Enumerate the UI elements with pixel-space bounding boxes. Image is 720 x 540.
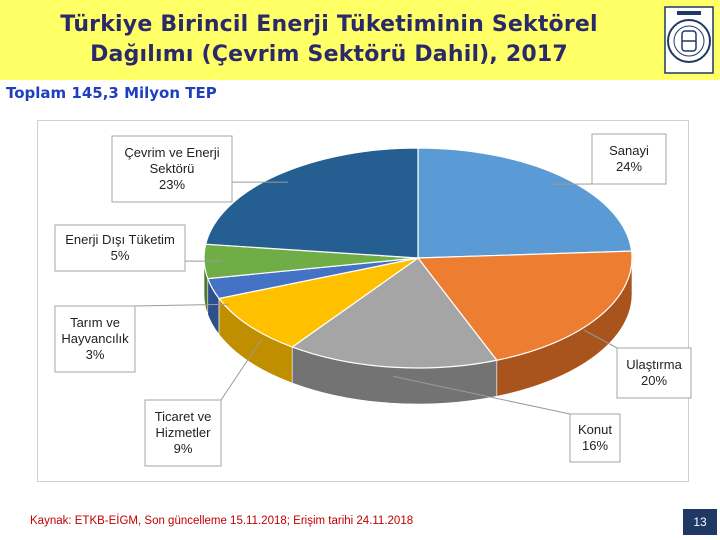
data-label-name-5: Enerji Dışı Tüketim (65, 232, 175, 247)
data-label-name-4: Tarım ve (70, 315, 120, 330)
leader-line-4 (134, 303, 229, 307)
pie-slice-3 (217, 257, 419, 348)
leader-lines (134, 181, 618, 415)
data-label-value-6: 23% (159, 177, 185, 192)
callout-box-3 (144, 399, 222, 467)
logo (658, 0, 720, 80)
page-title-line-2: Dağılımı (Çevrim Sektörü Dahil), 2017 (90, 42, 568, 67)
data-label-name-1: Ulaştırma (626, 357, 682, 372)
data-label-name-3: Hizmetler (156, 425, 212, 440)
data-label-name-6: Sektörü (150, 161, 195, 176)
data-label-name-4: Hayvancılık (61, 331, 129, 346)
leader-line-3 (220, 337, 263, 401)
callout-box-4 (54, 305, 136, 373)
leader-line-1 (583, 329, 618, 349)
data-label-value-3: 9% (174, 441, 193, 456)
page-number: 13 (683, 509, 717, 535)
leader-line-2 (393, 375, 571, 415)
pie-slice-1 (416, 250, 633, 361)
callout-box-2 (569, 413, 621, 463)
pie-slice-2 (290, 257, 498, 369)
title-bar: Türkiye Birincil Enerji Tüketiminin Sekt… (0, 0, 658, 80)
pie-slice-6 (204, 147, 419, 259)
callout-box-1 (616, 347, 692, 399)
emblem-icon (664, 6, 714, 74)
source-note: Kaynak: ETKB-EİGM, Son güncelleme 15.11.… (30, 515, 414, 527)
chart-subtitle: Toplam 145,3 Milyon TEP (6, 84, 217, 102)
data-label-value-4: 3% (86, 347, 105, 362)
callout-box-5 (54, 224, 186, 272)
data-label-name-2: Konut (578, 422, 612, 437)
data-label-value-2: 16% (582, 438, 608, 453)
data-label-value-5: 5% (111, 248, 130, 263)
data-label-name-3: Ticaret ve (155, 409, 212, 424)
data-label-name-6: Çevrim ve Enerji (124, 145, 219, 160)
callout-box-0 (591, 133, 667, 185)
pie-slice-0 (417, 147, 633, 259)
data-label-value-1: 20% (641, 373, 667, 388)
pie-slices (203, 147, 633, 369)
data-label-value-0: 24% (616, 159, 642, 174)
page-title-line-1: Türkiye Birincil Enerji Tüketiminin Sekt… (60, 12, 598, 37)
data-label-name-0: Sanayi (609, 143, 649, 158)
callout-box-6 (111, 135, 233, 203)
